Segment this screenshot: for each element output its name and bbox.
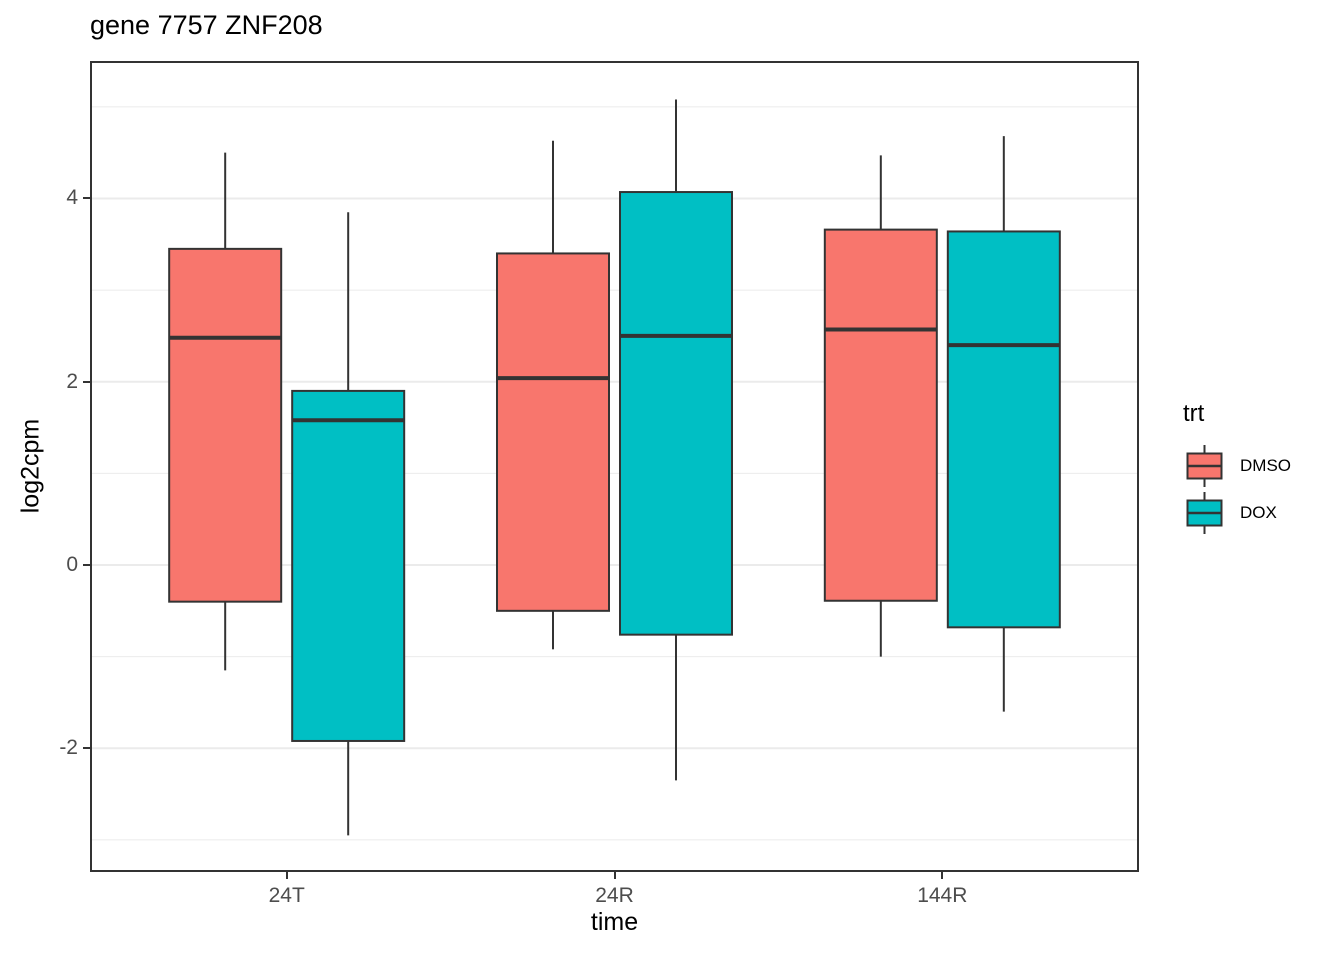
y-tick-mark xyxy=(83,197,90,200)
x-tick-mark xyxy=(613,872,616,879)
legend: trt DMSO DOX xyxy=(1178,400,1291,534)
legend-entry-dox: DOX xyxy=(1186,492,1291,534)
box-144R-DOX xyxy=(946,230,1061,629)
y-tick-label: -2 xyxy=(59,736,78,760)
y-tick-label: 4 xyxy=(66,186,78,210)
box-24R-DMSO xyxy=(496,252,610,612)
legend-label-dox: DOX xyxy=(1240,503,1277,522)
panel-canvas xyxy=(90,61,1139,872)
legend-label-dmso: DMSO xyxy=(1240,456,1291,475)
x-tick-label: 24R xyxy=(595,884,634,907)
x-tick-label: 144R xyxy=(917,884,968,907)
x-tick-label: 24T xyxy=(268,884,305,907)
y-tick-mark xyxy=(83,564,90,566)
box-24T-DMSO xyxy=(168,247,283,603)
box-24T-DOX xyxy=(291,389,406,742)
x-tick-mark xyxy=(941,872,944,879)
y-axis-title: log2cpm xyxy=(16,418,45,514)
plot-title: gene 7757 ZNF208 xyxy=(90,10,323,40)
y-tick-mark xyxy=(83,380,90,383)
panel-border xyxy=(90,61,1139,872)
y-tick-mark xyxy=(83,747,90,750)
x-tick-mark xyxy=(285,872,288,879)
x-axis-title: time xyxy=(590,908,639,936)
box-144R-DMSO xyxy=(823,228,938,602)
y-tick-label: 0 xyxy=(66,553,78,576)
plot-panel xyxy=(90,61,1139,872)
y-tick-label: 2 xyxy=(66,369,78,393)
legend-title: trt xyxy=(1183,400,1205,427)
boxplot-key-icon xyxy=(1186,492,1223,534)
boxplot-key-icon xyxy=(1186,445,1223,487)
legend-entry-dmso: DMSO xyxy=(1186,445,1291,487)
box-24R-DOX xyxy=(619,191,733,636)
